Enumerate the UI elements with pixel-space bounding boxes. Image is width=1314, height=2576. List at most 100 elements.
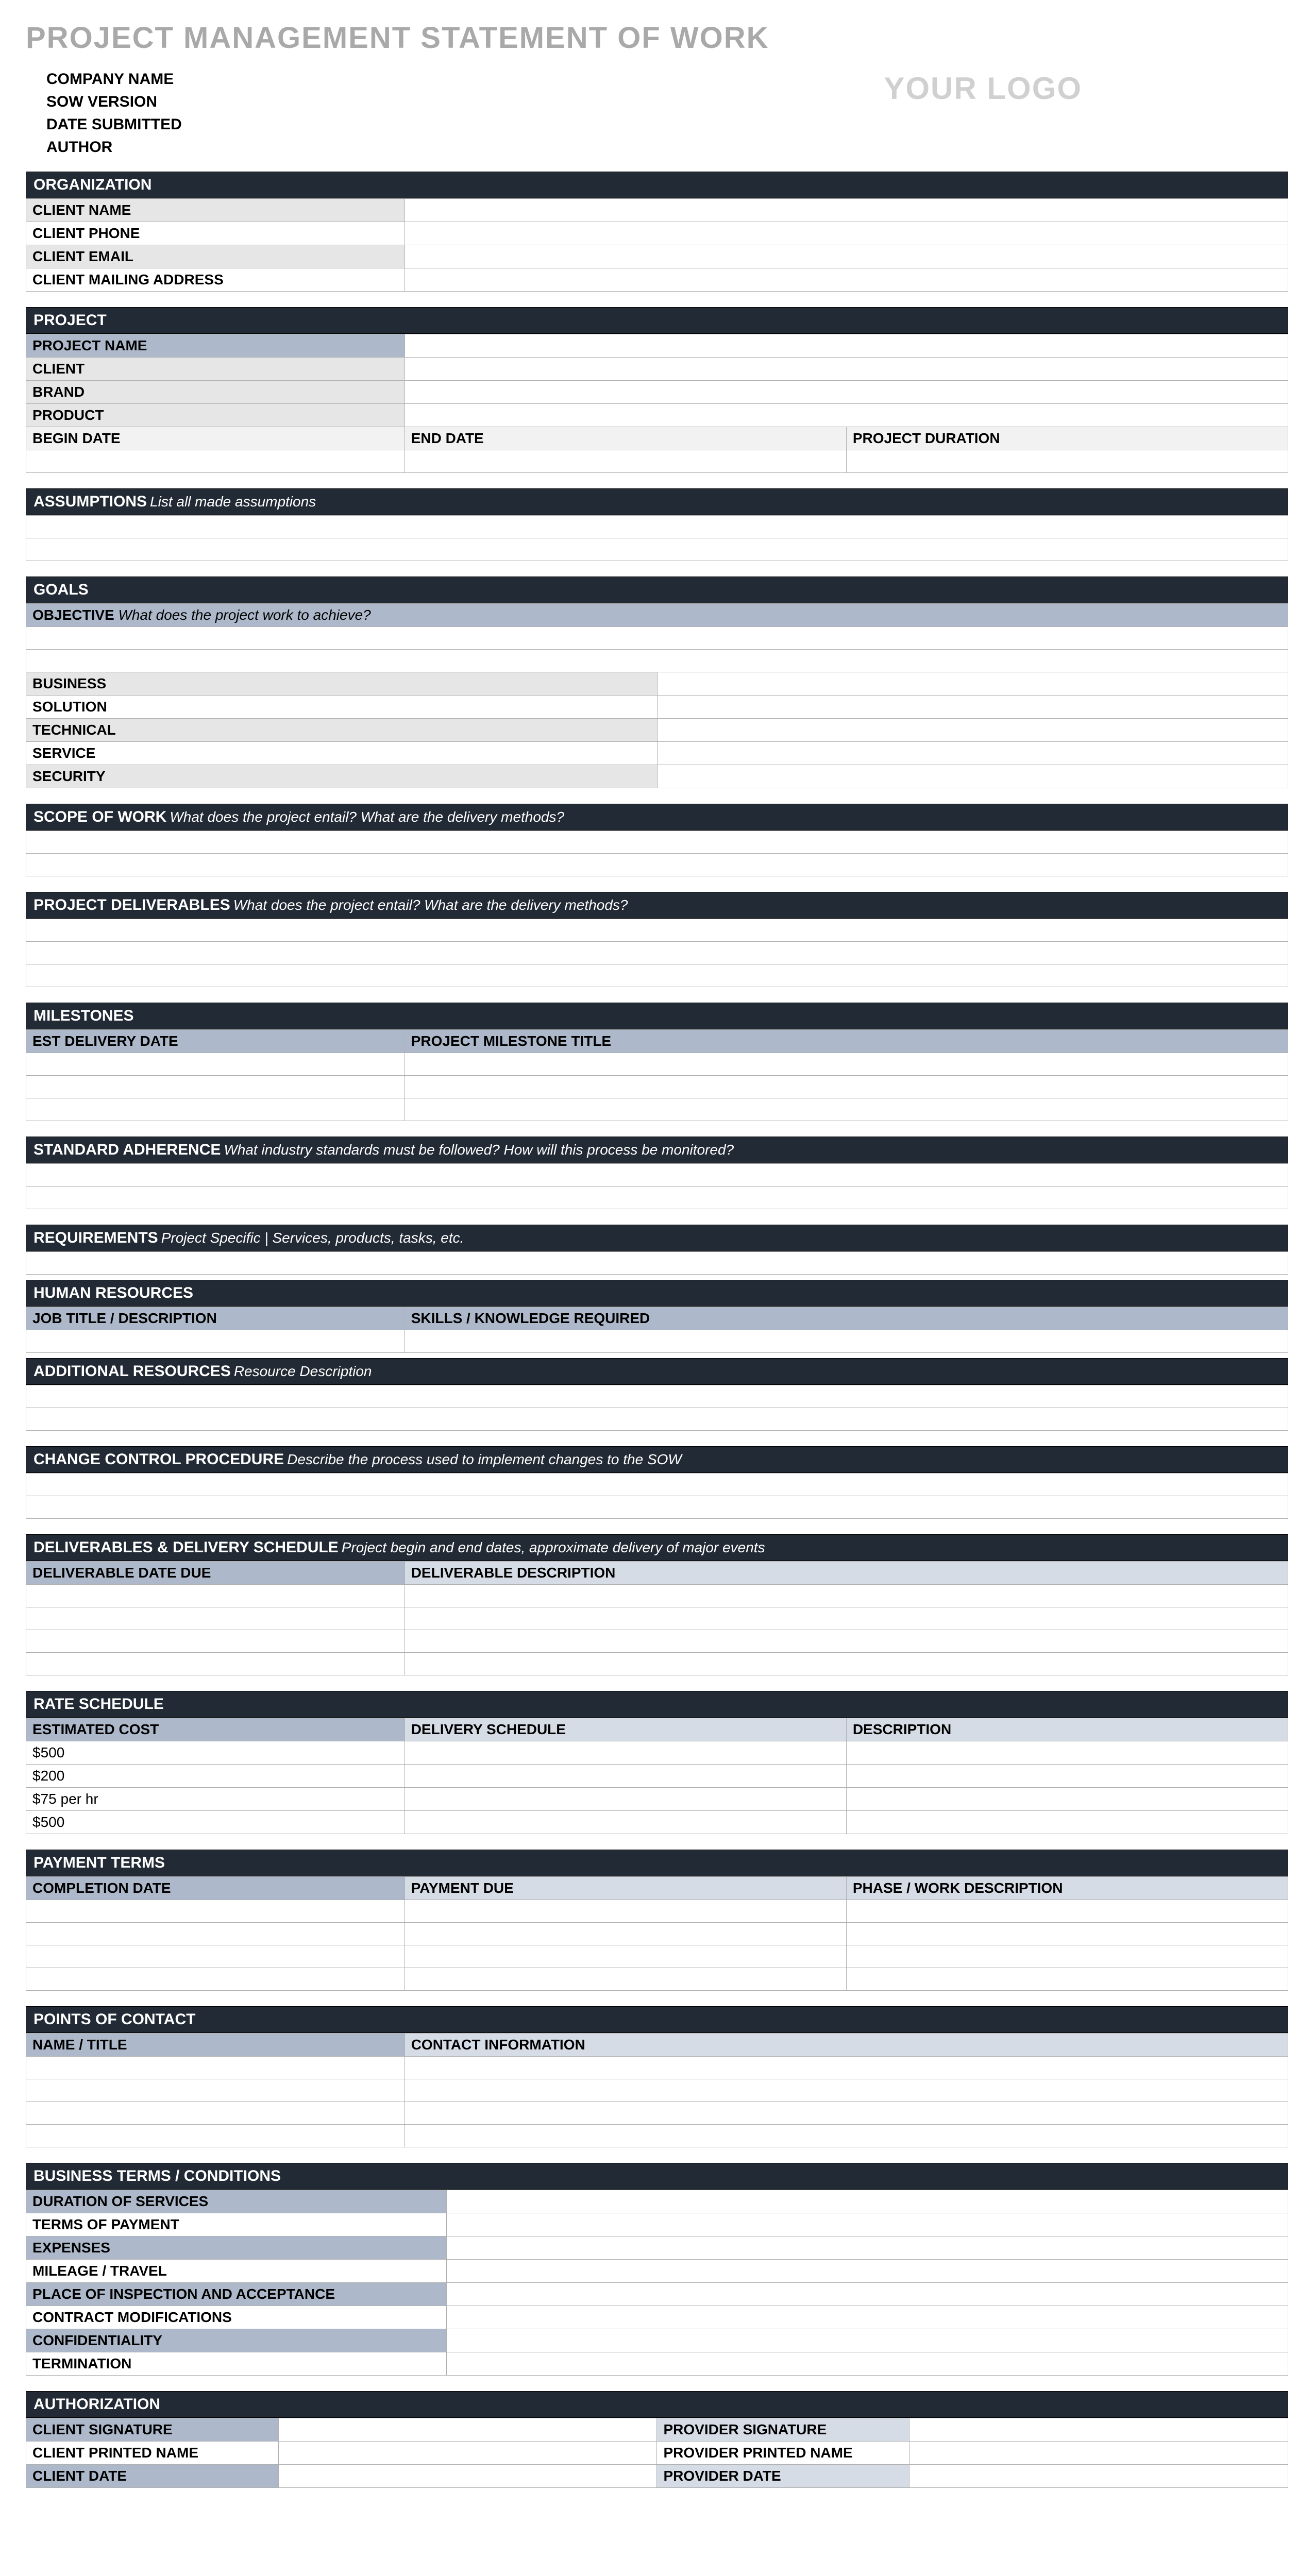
- dds-desc[interactable]: [405, 1630, 1288, 1653]
- rate-sched-value[interactable]: [405, 1741, 846, 1765]
- assumptions-row[interactable]: [26, 538, 1288, 561]
- rate-sched-value[interactable]: [405, 1765, 846, 1788]
- auth-prov-sig-value[interactable]: [909, 2418, 1288, 2442]
- section-hr: HUMAN RESOURCES JOB TITLE / DESCRIPTIONS…: [26, 1280, 1288, 1353]
- terms-inspection-value[interactable]: [447, 2283, 1288, 2306]
- scope-row[interactable]: [26, 831, 1288, 854]
- goals-solution-value[interactable]: [657, 696, 1288, 719]
- rate-cost-value[interactable]: $200: [26, 1765, 405, 1788]
- milestone-title[interactable]: [405, 1098, 1288, 1121]
- auth-client-date-value[interactable]: [278, 2465, 657, 2488]
- milestone-title[interactable]: [405, 1076, 1288, 1098]
- hr-skills-value[interactable]: [405, 1330, 1288, 1353]
- proj-begin-value[interactable]: [26, 450, 405, 473]
- dds-date[interactable]: [26, 1585, 405, 1607]
- dds-date[interactable]: [26, 1607, 405, 1630]
- terms-mileage-value[interactable]: [447, 2260, 1288, 2283]
- poc-name[interactable]: [26, 2102, 405, 2125]
- proj-client-value[interactable]: [405, 358, 1288, 381]
- deliverables-row[interactable]: [26, 942, 1288, 964]
- payment-date[interactable]: [26, 1923, 405, 1945]
- payment-phase[interactable]: [846, 1968, 1288, 1991]
- terms-expenses-value[interactable]: [447, 2236, 1288, 2260]
- milestone-title[interactable]: [405, 1053, 1288, 1076]
- dds-date[interactable]: [26, 1653, 405, 1675]
- header-requirements: REQUIREMENTSProject Specific | Services,…: [26, 1225, 1288, 1251]
- auth-client-sig-value[interactable]: [278, 2418, 657, 2442]
- proj-product-value[interactable]: [405, 404, 1288, 427]
- rate-desc-value[interactable]: [846, 1765, 1288, 1788]
- poc-name[interactable]: [26, 2079, 405, 2102]
- dds-date[interactable]: [26, 1630, 405, 1653]
- goals-objective-row[interactable]: [26, 650, 1288, 672]
- proj-brand-value[interactable]: [405, 381, 1288, 404]
- goals-security-value[interactable]: [657, 765, 1288, 788]
- terms-confidentiality-value[interactable]: [447, 2329, 1288, 2352]
- hr-title-value[interactable]: [26, 1330, 405, 1353]
- dds-desc[interactable]: [405, 1607, 1288, 1630]
- proj-end-value[interactable]: [405, 450, 846, 473]
- standard-row[interactable]: [26, 1187, 1288, 1209]
- auth-prov-name-label: PROVIDER PRINTED NAME: [657, 2442, 909, 2465]
- milestone-date[interactable]: [26, 1098, 405, 1121]
- auth-prov-name-value[interactable]: [909, 2442, 1288, 2465]
- rate-sched-value[interactable]: [405, 1811, 846, 1834]
- payment-due[interactable]: [405, 1923, 846, 1945]
- org-client-email-value[interactable]: [405, 245, 1288, 268]
- dds-desc[interactable]: [405, 1585, 1288, 1607]
- terms-duration-value[interactable]: [447, 2190, 1288, 2213]
- terms-termination-value[interactable]: [447, 2352, 1288, 2376]
- goals-objective-row[interactable]: [26, 627, 1288, 650]
- change-row[interactable]: [26, 1496, 1288, 1519]
- dds-desc[interactable]: [405, 1653, 1288, 1675]
- milestone-date[interactable]: [26, 1053, 405, 1076]
- payment-date[interactable]: [26, 1945, 405, 1968]
- rate-cost-value[interactable]: $500: [26, 1741, 405, 1765]
- org-client-addr-value[interactable]: [405, 268, 1288, 292]
- milestone-date[interactable]: [26, 1076, 405, 1098]
- terms-payment-value[interactable]: [447, 2213, 1288, 2236]
- proj-duration-value[interactable]: [846, 450, 1288, 473]
- rate-cost-value[interactable]: $500: [26, 1811, 405, 1834]
- assumptions-row[interactable]: [26, 516, 1288, 538]
- payment-phase[interactable]: [846, 1900, 1288, 1923]
- terms-mods-value[interactable]: [447, 2306, 1288, 2329]
- addres-row[interactable]: [26, 1408, 1288, 1431]
- goals-business-value[interactable]: [657, 672, 1288, 696]
- poc-contact[interactable]: [405, 2125, 1288, 2147]
- payment-due[interactable]: [405, 1945, 846, 1968]
- org-client-name-value[interactable]: [405, 199, 1288, 222]
- poc-name[interactable]: [26, 2125, 405, 2147]
- scope-row[interactable]: [26, 854, 1288, 876]
- rate-desc-value[interactable]: [846, 1788, 1288, 1811]
- goals-technical-value[interactable]: [657, 719, 1288, 742]
- rate-desc-value[interactable]: [846, 1741, 1288, 1765]
- standard-row[interactable]: [26, 1164, 1288, 1187]
- payment-date[interactable]: [26, 1968, 405, 1991]
- payment-due[interactable]: [405, 1968, 846, 1991]
- proj-name-value[interactable]: [405, 334, 1288, 358]
- addres-row[interactable]: [26, 1385, 1288, 1408]
- requirements-row[interactable]: [26, 1252, 1288, 1275]
- auth-prov-date-value[interactable]: [909, 2465, 1288, 2488]
- poc-contact[interactable]: [405, 2102, 1288, 2125]
- goals-service-value[interactable]: [657, 742, 1288, 765]
- rate-cost-value[interactable]: $75 per hr: [26, 1788, 405, 1811]
- meta-date: DATE SUBMITTED: [46, 116, 182, 133]
- change-row[interactable]: [26, 1473, 1288, 1496]
- deliverables-row[interactable]: [26, 919, 1288, 942]
- poc-name[interactable]: [26, 2057, 405, 2079]
- rate-desc-value[interactable]: [846, 1811, 1288, 1834]
- deliverables-row[interactable]: [26, 964, 1288, 987]
- payment-date[interactable]: [26, 1900, 405, 1923]
- section-assumptions: ASSUMPTIONSList all made assumptions: [26, 488, 1288, 561]
- section-auth: AUTHORIZATION CLIENT SIGNATURE PROVIDER …: [26, 2391, 1288, 2488]
- payment-due[interactable]: [405, 1900, 846, 1923]
- payment-phase[interactable]: [846, 1945, 1288, 1968]
- auth-client-name-value[interactable]: [278, 2442, 657, 2465]
- poc-contact[interactable]: [405, 2057, 1288, 2079]
- org-client-phone-value[interactable]: [405, 222, 1288, 245]
- payment-phase[interactable]: [846, 1923, 1288, 1945]
- rate-sched-value[interactable]: [405, 1788, 846, 1811]
- poc-contact[interactable]: [405, 2079, 1288, 2102]
